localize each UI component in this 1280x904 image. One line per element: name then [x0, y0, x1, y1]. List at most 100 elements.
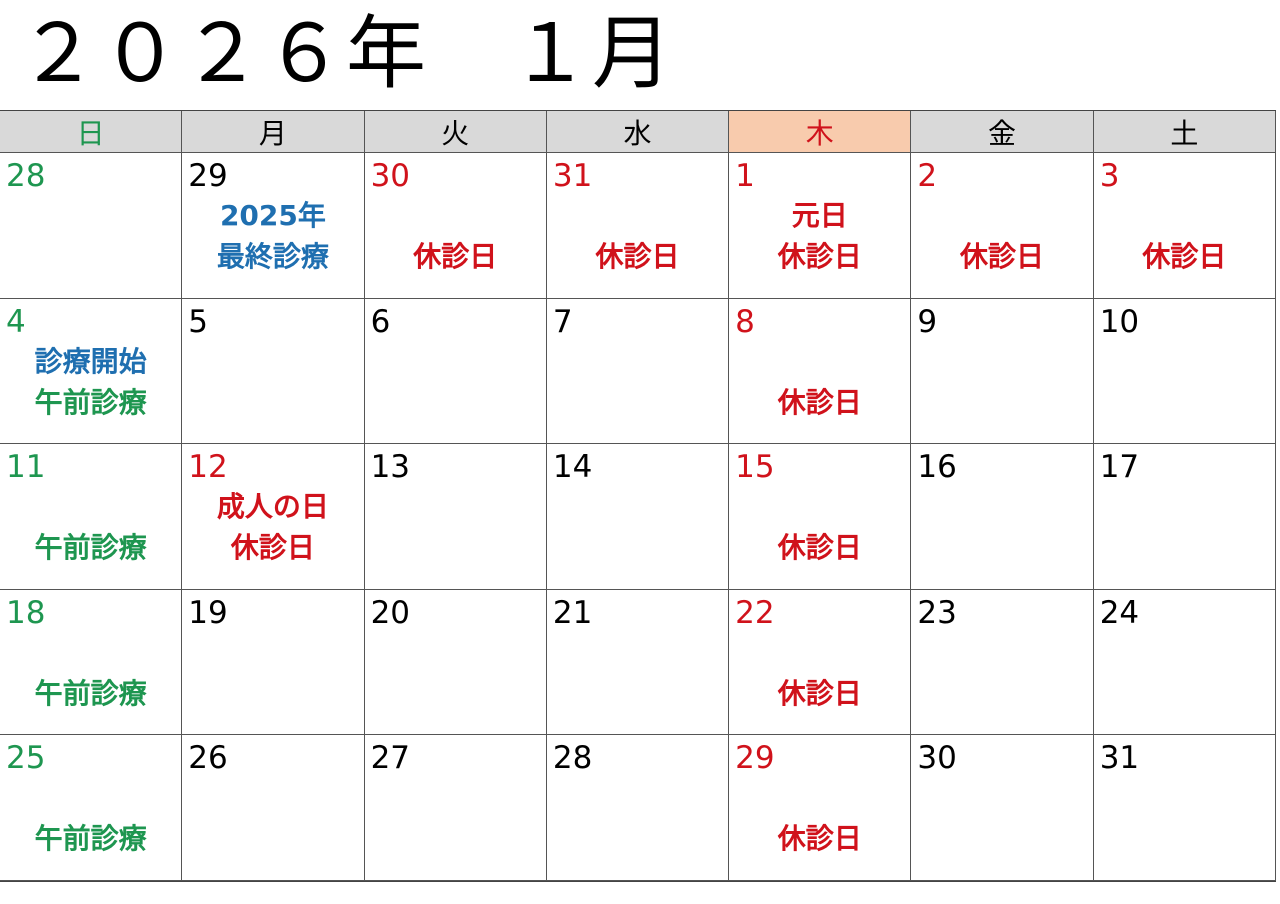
day-notes: 休診日 — [365, 193, 546, 277]
day-number: 12 — [188, 449, 228, 485]
day-note: 休診日 — [960, 240, 1045, 273]
day-notes: 成人の日 休診日 — [182, 484, 363, 568]
day-number: 3 — [1099, 158, 1120, 194]
day-notes: 午前診療 — [0, 775, 181, 859]
day-cell: 1 元日 休診日 — [729, 153, 912, 299]
day-number: 18 — [6, 594, 46, 631]
day-number: 20 — [370, 594, 411, 631]
day-number: 30 — [917, 740, 957, 776]
weekday-header: 火 — [364, 111, 547, 153]
day-number: 31 — [552, 158, 593, 194]
day-number: 31 — [1099, 740, 1140, 776]
day-notes: 休診日 — [911, 193, 1092, 277]
day-cell: 11 午前診療 — [0, 444, 183, 590]
day-cell: 2 休診日 — [911, 153, 1094, 299]
day-number: 23 — [917, 594, 957, 631]
weekday-header: 木 — [729, 111, 912, 153]
day-number: 17 — [1099, 449, 1140, 485]
day-number: 15 — [735, 449, 775, 485]
day-cell: 7 — [546, 298, 730, 444]
day-note: 午前診療 — [34, 676, 147, 710]
day-cell: 13 — [364, 444, 547, 590]
day-number: 30 — [370, 158, 411, 194]
day-cell: 5 — [182, 298, 365, 444]
day-cell: 31 — [1093, 735, 1276, 881]
day-cell: 19 — [182, 589, 365, 735]
day-number: 13 — [370, 449, 411, 485]
day-cell: 18 午前診療 — [0, 589, 183, 735]
day-cell: 28 — [0, 153, 183, 299]
day-cell: 9 — [911, 298, 1094, 444]
day-number: 7 — [552, 303, 573, 340]
day-notes: 休診日 — [547, 193, 728, 277]
calendar-title: ２０２６年 １月 — [18, 7, 674, 100]
day-number: 8 — [735, 303, 755, 340]
day-cell: 12 成人の日 休診日 — [182, 444, 365, 590]
day-note: 2025年 — [219, 199, 326, 232]
day-cell: 29 休診日 — [729, 735, 912, 881]
day-cell: 22 休診日 — [729, 589, 912, 735]
weekday-header: 金 — [911, 111, 1094, 153]
day-number: 6 — [370, 303, 391, 340]
day-note: 休診日 — [777, 240, 862, 273]
day-cell: 6 — [364, 298, 547, 444]
weekday-header: 土 — [1093, 111, 1276, 153]
day-notes: 休診日 — [1094, 193, 1275, 277]
weekday-header: 月 — [182, 111, 365, 153]
day-number: 4 — [6, 303, 26, 340]
day-cell: 24 — [1093, 589, 1276, 735]
day-note: 成人の日 — [216, 490, 329, 523]
day-notes: 元日 休診日 — [729, 193, 910, 277]
day-note: 休診日 — [413, 240, 498, 273]
weekday-header: 水 — [546, 111, 730, 153]
day-number: 5 — [188, 303, 209, 340]
day-cell: 30 — [911, 735, 1094, 881]
day-number: 29 — [188, 158, 228, 194]
day-cell: 10 — [1093, 298, 1276, 444]
day-cell: 16 — [911, 444, 1094, 590]
day-notes: 休診日 — [729, 775, 910, 859]
day-note: 元日 — [791, 199, 848, 232]
day-note: 休診日 — [777, 531, 862, 564]
day-cell: 23 — [911, 589, 1094, 735]
day-number: 29 — [735, 740, 775, 776]
day-cell: 30 休診日 — [364, 153, 547, 299]
day-number: 2 — [917, 158, 938, 194]
day-cell: 31 休診日 — [546, 153, 730, 299]
day-cell: 4 診療開始午前診療 — [0, 298, 183, 444]
day-number: 11 — [6, 449, 46, 485]
day-number: 14 — [552, 449, 593, 485]
day-number: 9 — [917, 303, 938, 340]
day-cell: 14 — [546, 444, 730, 590]
day-cell: 27 — [364, 735, 547, 881]
day-number: 26 — [188, 740, 228, 776]
day-note: 休診日 — [777, 676, 862, 710]
day-cell: 21 — [546, 589, 730, 735]
day-notes: 休診日 — [729, 339, 910, 423]
day-cell: 25 午前診療 — [0, 735, 183, 881]
day-notes: 午前診療 — [0, 630, 181, 714]
day-notes: 午前診療 — [0, 484, 181, 568]
day-number: 22 — [735, 594, 775, 631]
day-number: 25 — [6, 740, 46, 776]
day-note: 午前診療 — [34, 531, 147, 564]
day-cell: 3 休診日 — [1093, 153, 1276, 299]
day-cell: 28 — [546, 735, 730, 881]
day-number: 21 — [552, 594, 593, 631]
day-note: 休診日 — [595, 240, 680, 273]
day-cell: 26 — [182, 735, 365, 881]
day-notes: 診療開始 午前診療 — [0, 339, 181, 423]
day-cell: 15 休診日 — [729, 444, 912, 590]
day-notes: 2025年 最終診療 — [182, 193, 363, 277]
day-note: 休診日 — [1142, 240, 1227, 273]
day-note: 休診日 — [777, 822, 862, 855]
day-cell: 29 2025年 最終診療 — [182, 153, 365, 299]
day-note: 診療開始 — [34, 344, 147, 378]
day-number: 19 — [188, 594, 228, 631]
day-note: 休診日 — [230, 531, 315, 564]
day-number: 24 — [1099, 594, 1140, 631]
day-number: 10 — [1099, 303, 1140, 340]
day-note: 午前診療 — [34, 385, 147, 419]
